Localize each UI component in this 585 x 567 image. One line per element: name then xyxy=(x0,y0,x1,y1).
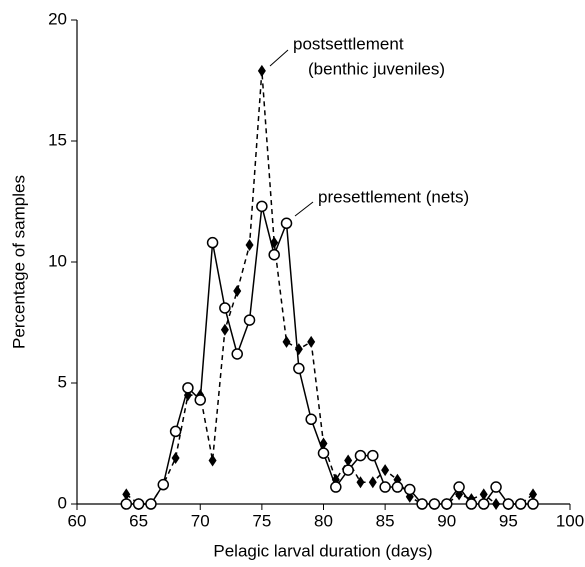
circle-marker xyxy=(416,498,428,510)
circle-marker xyxy=(490,481,502,493)
circle-marker xyxy=(453,481,465,493)
leader-line xyxy=(269,49,289,67)
x-tick-label: 95 xyxy=(499,511,518,530)
diamond-marker xyxy=(208,454,217,467)
x-tick-label: 60 xyxy=(68,511,87,530)
annotation: postsettlement xyxy=(293,34,404,53)
diamond-marker xyxy=(257,64,266,77)
x-tick-label: 70 xyxy=(191,511,210,530)
circle-marker xyxy=(354,449,367,462)
circle-marker xyxy=(293,362,305,375)
x-tick-label: 90 xyxy=(437,511,456,530)
series-line xyxy=(125,70,534,505)
x-tick-label: 80 xyxy=(314,511,333,530)
x-tick-label: 75 xyxy=(252,511,271,530)
circle-marker xyxy=(256,200,268,213)
x-tick-label: 65 xyxy=(129,511,148,530)
diamond-marker xyxy=(171,452,180,465)
y-tick-label: 10 xyxy=(48,251,67,270)
circle-marker xyxy=(157,478,170,491)
diamond-marker xyxy=(307,335,316,348)
diamond-marker xyxy=(368,476,377,489)
circle-marker xyxy=(145,498,157,510)
annotation: (benthic juveniles) xyxy=(308,59,445,78)
circle-marker xyxy=(342,464,354,476)
circle-marker xyxy=(132,498,145,510)
diamond-marker xyxy=(220,323,229,336)
diamond-marker xyxy=(479,488,488,501)
y-axis-label: Percentage of samples xyxy=(9,175,28,349)
circle-marker xyxy=(206,236,219,249)
circle-marker xyxy=(194,394,206,406)
annotation: presettlement (nets) xyxy=(318,187,469,206)
circle-marker xyxy=(182,382,194,394)
diamond-marker xyxy=(270,236,279,249)
diamond-marker xyxy=(344,454,353,467)
circle-marker xyxy=(367,449,379,462)
series-line xyxy=(126,206,534,505)
circle-marker xyxy=(428,498,441,510)
y-tick-label: 0 xyxy=(58,493,67,512)
circle-marker xyxy=(404,483,416,496)
circle-marker xyxy=(231,348,243,360)
y-tick-label: 20 xyxy=(48,9,67,28)
leader-line xyxy=(294,201,314,217)
circle-marker xyxy=(441,498,453,510)
circle-marker xyxy=(465,498,478,510)
circle-marker xyxy=(317,447,330,459)
diamond-marker xyxy=(122,488,131,501)
y-tick-label: 15 xyxy=(48,130,67,149)
diamond-marker xyxy=(356,476,365,489)
diamond-marker xyxy=(529,488,538,501)
x-axis-label: Pelagic larval duration (days) xyxy=(213,541,432,560)
circle-marker xyxy=(268,248,280,261)
circle-marker xyxy=(379,481,391,493)
x-tick-label: 100 xyxy=(556,511,584,530)
circle-marker xyxy=(477,498,490,510)
circle-marker xyxy=(502,498,515,510)
diamond-marker xyxy=(492,498,501,510)
circle-marker xyxy=(305,413,317,426)
circle-marker xyxy=(169,425,182,438)
x-tick-label: 85 xyxy=(376,511,395,530)
circle-marker xyxy=(527,498,539,510)
circle-marker xyxy=(219,302,231,314)
circle-marker xyxy=(391,481,404,493)
circle-marker xyxy=(280,217,293,230)
diamond-marker xyxy=(282,335,291,348)
circle-marker xyxy=(120,498,133,510)
circle-marker xyxy=(243,314,256,326)
diamond-marker xyxy=(233,285,242,298)
diamond-marker xyxy=(319,437,328,450)
diamond-marker xyxy=(245,239,254,252)
circle-marker xyxy=(514,498,527,510)
y-tick-label: 5 xyxy=(58,372,67,391)
circle-marker xyxy=(330,481,342,493)
diamond-marker xyxy=(381,464,390,477)
diamond-marker xyxy=(294,343,303,356)
